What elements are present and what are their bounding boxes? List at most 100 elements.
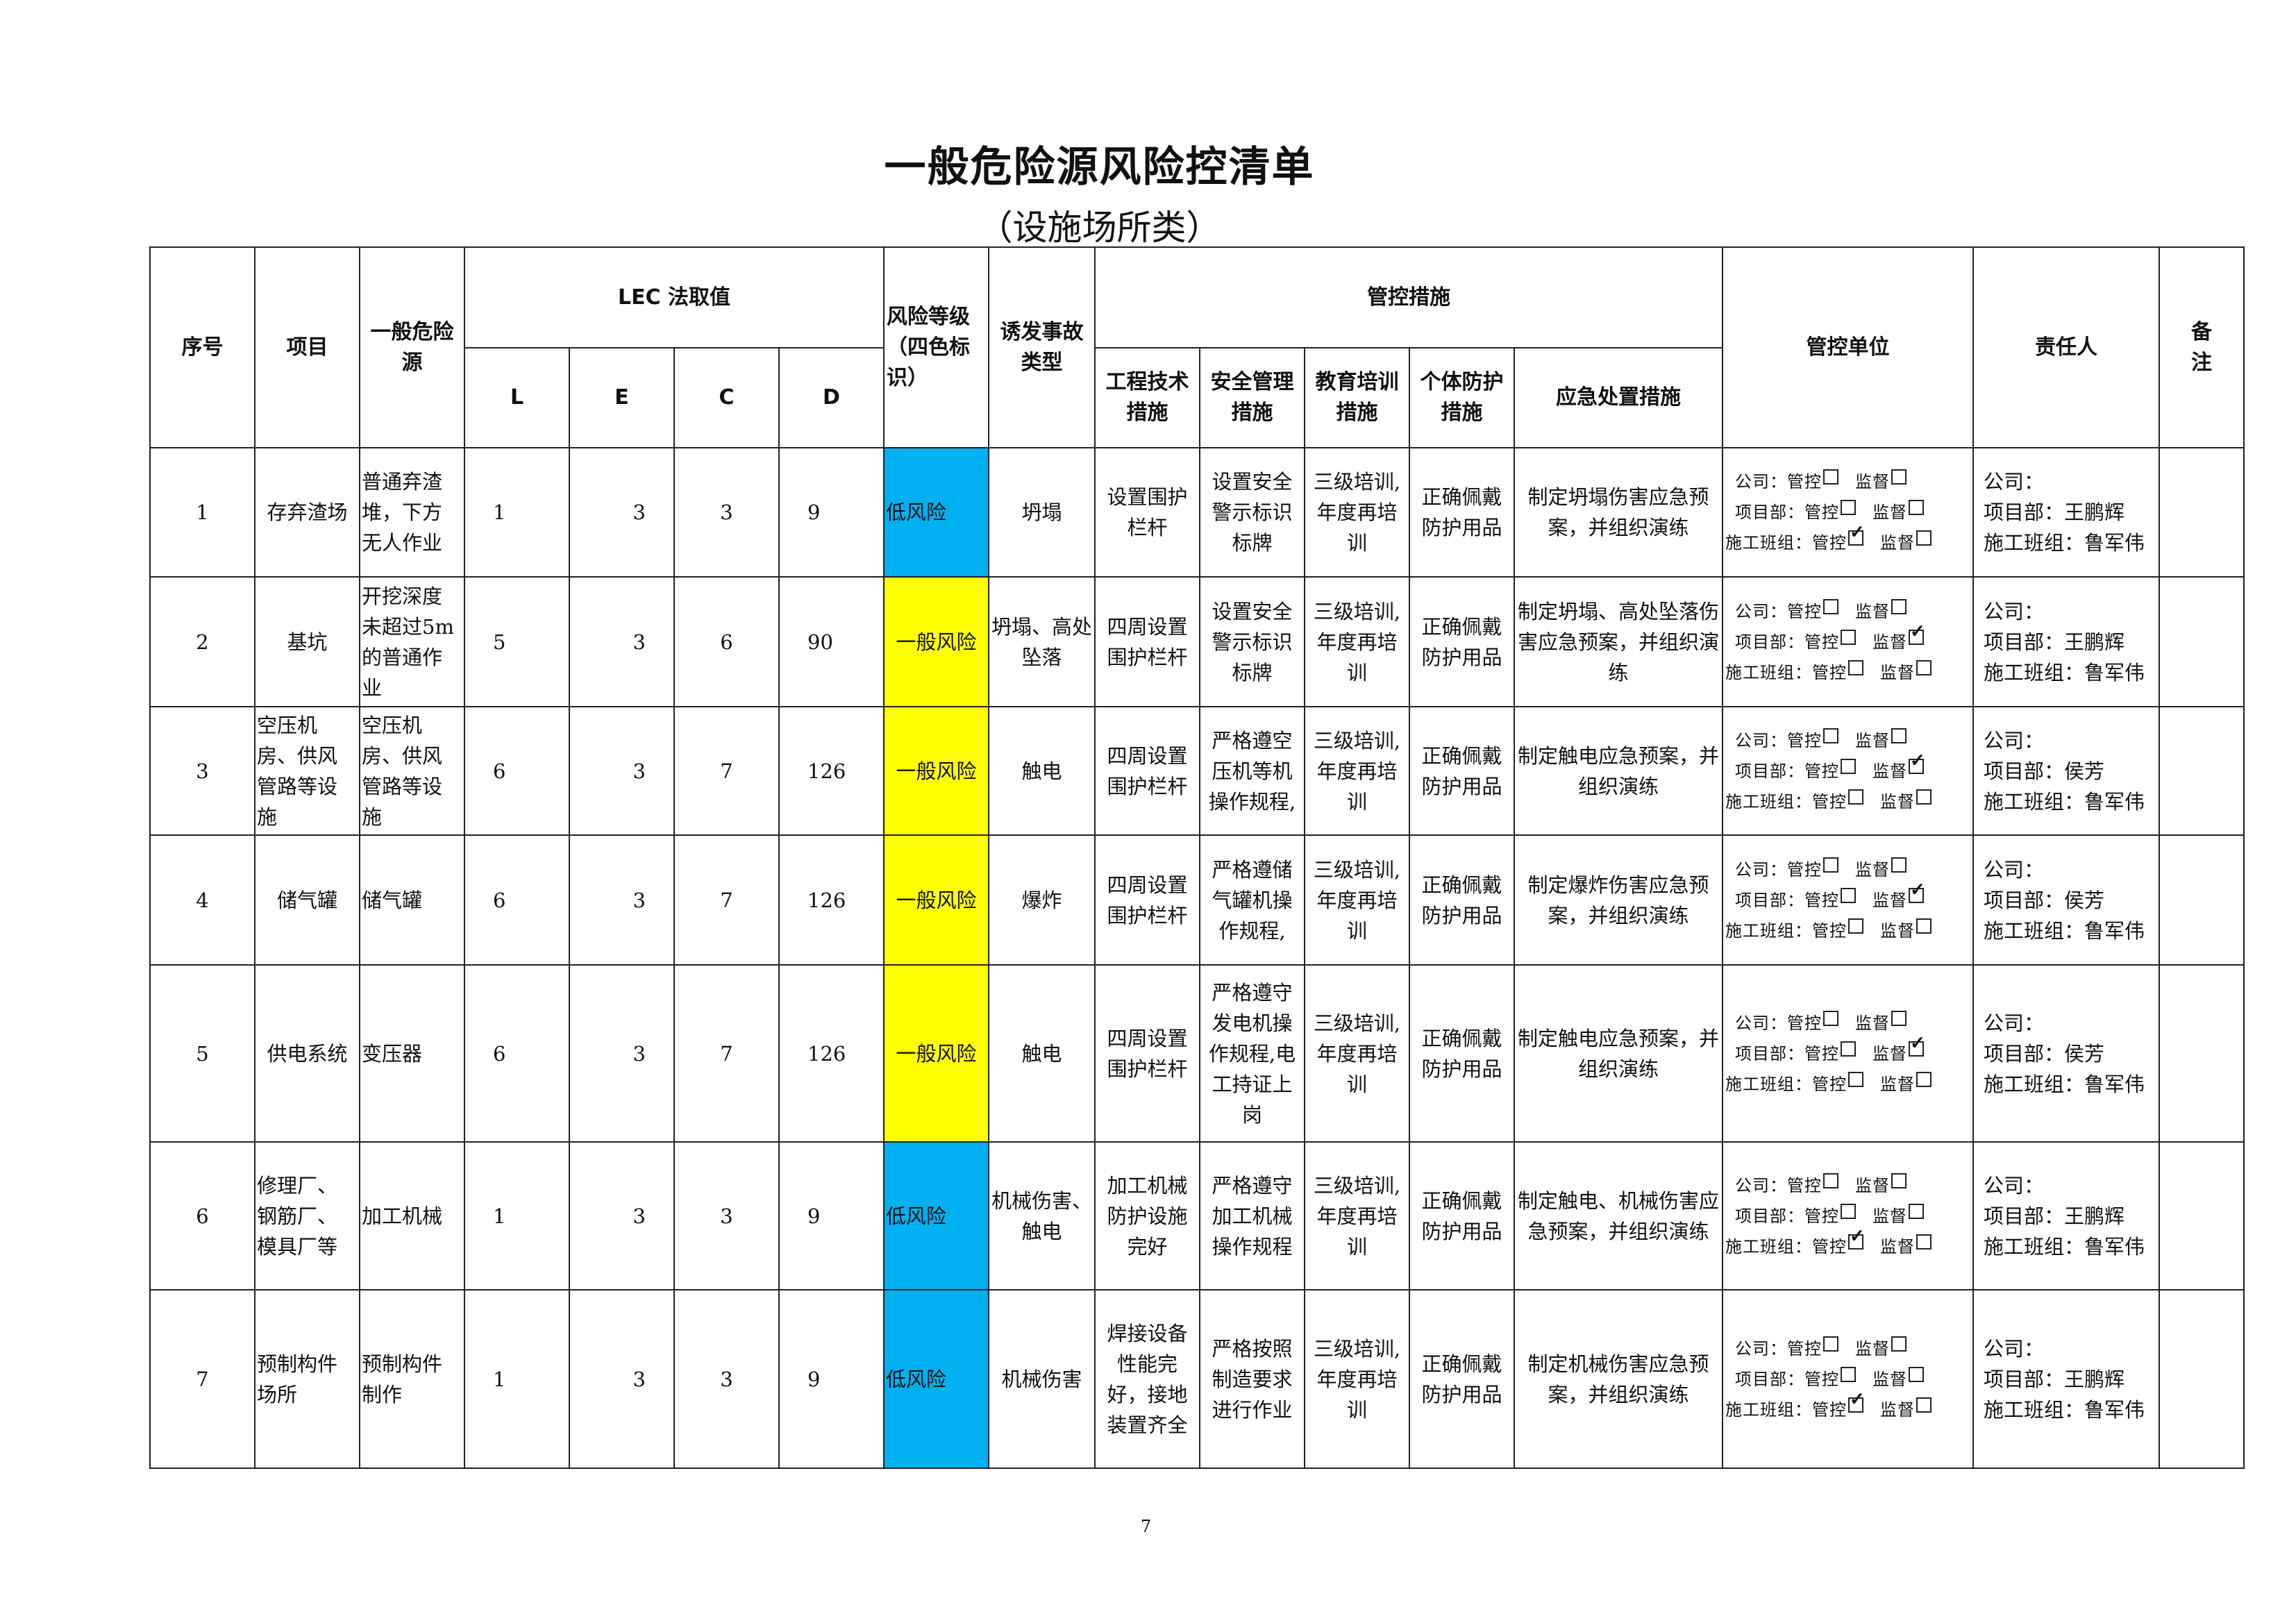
header-risk-level: 风险等级（四色标识）	[883, 246, 990, 448]
supervise-checkbox[interactable]	[1916, 1397, 1932, 1413]
supervise-checkbox[interactable]	[1909, 880, 1926, 903]
control-label: 管控	[1787, 730, 1822, 750]
control-label: 管控	[1787, 859, 1822, 880]
control-checkbox[interactable]	[1841, 758, 1857, 774]
supervise-checkbox[interactable]	[1909, 621, 1926, 645]
control-unit-line: 公司：管控 监督	[1725, 466, 1970, 497]
d-value: 126	[778, 964, 885, 1143]
accident-type-cell: 坍塌、高处坠落	[988, 576, 1096, 707]
emergency-measure-cell: 制定爆炸伤害应急预案，并组织演练	[1514, 834, 1724, 966]
header-E: E	[569, 347, 675, 448]
supervise-checkbox[interactable]	[1891, 598, 1907, 614]
control-checkbox[interactable]	[1848, 659, 1864, 675]
control-checkbox[interactable]	[1848, 918, 1864, 934]
control-checkbox[interactable]	[1823, 598, 1839, 614]
header-hazard: 一般危险源	[359, 246, 465, 448]
supervise-checkbox[interactable]	[1916, 1234, 1932, 1250]
header-control-unit: 管控单位	[1722, 246, 1975, 448]
control-checkbox[interactable]	[1848, 1389, 1866, 1413]
control-checkbox[interactable]	[1841, 1203, 1857, 1219]
responsible-team: 施工班组：鲁军伟	[1984, 1397, 2145, 1422]
item-cell: 供电系统	[254, 964, 360, 1143]
engineering-measure-cell: 四周设置围护栏杆	[1094, 964, 1201, 1143]
control-checkbox[interactable]	[1848, 789, 1864, 805]
supervise-checkbox[interactable]	[1891, 469, 1907, 485]
d-value: 90	[778, 576, 885, 707]
control-checkbox[interactable]	[1823, 1336, 1839, 1352]
header-D: D	[778, 347, 885, 448]
remarks-cell	[2159, 834, 2245, 966]
control-checkbox[interactable]	[1841, 1366, 1857, 1382]
accident-type-cell: 触电	[988, 964, 1096, 1143]
supervise-checkbox[interactable]	[1891, 857, 1907, 873]
seq-cell: 7	[149, 1289, 255, 1469]
supervise-checkbox[interactable]	[1916, 789, 1932, 805]
control-checkbox[interactable]	[1848, 1071, 1864, 1087]
control-label: 管控	[1812, 1236, 1847, 1256]
control-checkbox[interactable]	[1841, 500, 1857, 515]
unit-label: 公司：	[1735, 1013, 1788, 1033]
supervise-checkbox[interactable]	[1909, 750, 1926, 774]
supervise-label: 监督	[1880, 791, 1916, 812]
engineering-measure-cell: 设置围护栏杆	[1094, 447, 1201, 578]
responsible-project: 项目部：侯芳	[1984, 888, 2105, 912]
control-unit-line: 项目部：管控 监督	[1725, 497, 1970, 528]
control-checkbox[interactable]	[1841, 887, 1857, 903]
control-unit-line: 项目部：管控 监督	[1725, 1033, 1970, 1069]
supervise-label: 监督	[1855, 1013, 1891, 1033]
supervise-checkbox[interactable]	[1916, 659, 1932, 675]
e-value: 3	[569, 447, 675, 578]
control-checkbox[interactable]	[1848, 522, 1866, 546]
c-value: 6	[673, 576, 780, 707]
control-checkbox[interactable]	[1823, 728, 1839, 743]
training-measure-cell: 三级培训,年度再培训	[1304, 447, 1411, 578]
supervise-checkbox[interactable]	[1909, 1366, 1925, 1382]
emergency-measure-cell: 制定坍塌伤害应急预案，并组织演练	[1514, 447, 1724, 578]
unit-label: 公司：	[1735, 601, 1788, 621]
responsible-company: 公司：	[1984, 1173, 2045, 1197]
supervise-checkbox[interactable]	[1916, 530, 1932, 546]
page-title: 一般危险源风险控清单	[884, 143, 1315, 192]
control-checkbox[interactable]	[1841, 629, 1857, 645]
unit-label: 施工班组：	[1725, 662, 1813, 682]
control-checkbox[interactable]	[1848, 1226, 1866, 1250]
responsible-project: 项目部：王鹏辉	[1984, 1204, 2125, 1228]
emergency-measure-cell: 制定坍塌、高处坠落伤害应急预案，并组织演练	[1514, 576, 1724, 707]
ppe-measure-cell: 正确佩戴防护用品	[1409, 964, 1516, 1143]
control-checkbox[interactable]	[1823, 1010, 1839, 1026]
supervise-label: 监督	[1855, 1175, 1891, 1195]
risk-level-cell: 一般风险	[883, 834, 990, 966]
engineering-measure-cell: 焊接设备性能完好，接地装置齐全	[1094, 1289, 1201, 1469]
table-row: 1 存弃渣场 普通弃渣堆，下方无人作业 1 3 3 9 低风险 坍塌 设置围护栏杆 设置安全警示标识…	[149, 447, 2245, 578]
control-label: 管控	[1787, 1175, 1822, 1195]
supervise-checkbox[interactable]	[1909, 1203, 1925, 1219]
l-value: 5	[464, 576, 570, 707]
remarks-cell	[2159, 447, 2245, 578]
control-checkbox[interactable]	[1823, 857, 1839, 873]
supervise-checkbox[interactable]	[1891, 1336, 1907, 1352]
supervise-checkbox[interactable]	[1916, 1071, 1932, 1087]
responsible-cell: 公司： 项目部：王鹏辉 施工班组：鲁军伟	[1972, 1289, 2161, 1469]
supervise-checkbox[interactable]	[1891, 1172, 1907, 1188]
supervise-label: 监督	[1880, 533, 1916, 553]
supervise-checkbox[interactable]	[1891, 1010, 1907, 1026]
control-unit-line: 施工班组：管控 监督	[1725, 1069, 1970, 1100]
supervise-checkbox[interactable]	[1891, 728, 1907, 743]
control-checkbox[interactable]	[1841, 1041, 1857, 1057]
supervise-checkbox[interactable]	[1916, 918, 1932, 934]
seq-cell: 6	[149, 1141, 255, 1290]
supervise-checkbox[interactable]	[1909, 1033, 1926, 1057]
responsible-cell: 公司： 项目部：侯芳 施工班组：鲁军伟	[1972, 834, 2161, 966]
control-checkbox[interactable]	[1823, 1172, 1839, 1188]
responsible-team: 施工班组：鲁军伟	[1984, 660, 2145, 684]
header-safety-mgmt: 安全管理措施	[1199, 347, 1306, 448]
supervise-checkbox[interactable]	[1909, 500, 1925, 515]
responsible-project: 项目部：侯芳	[1984, 759, 2105, 783]
engineering-measure-cell: 四周设置围护栏杆	[1094, 576, 1201, 707]
ppe-measure-cell: 正确佩戴防护用品	[1409, 447, 1516, 578]
d-value: 9	[778, 1141, 885, 1290]
item-cell: 存弃渣场	[254, 447, 360, 578]
control-checkbox[interactable]	[1823, 469, 1839, 485]
e-value: 3	[569, 1141, 675, 1290]
